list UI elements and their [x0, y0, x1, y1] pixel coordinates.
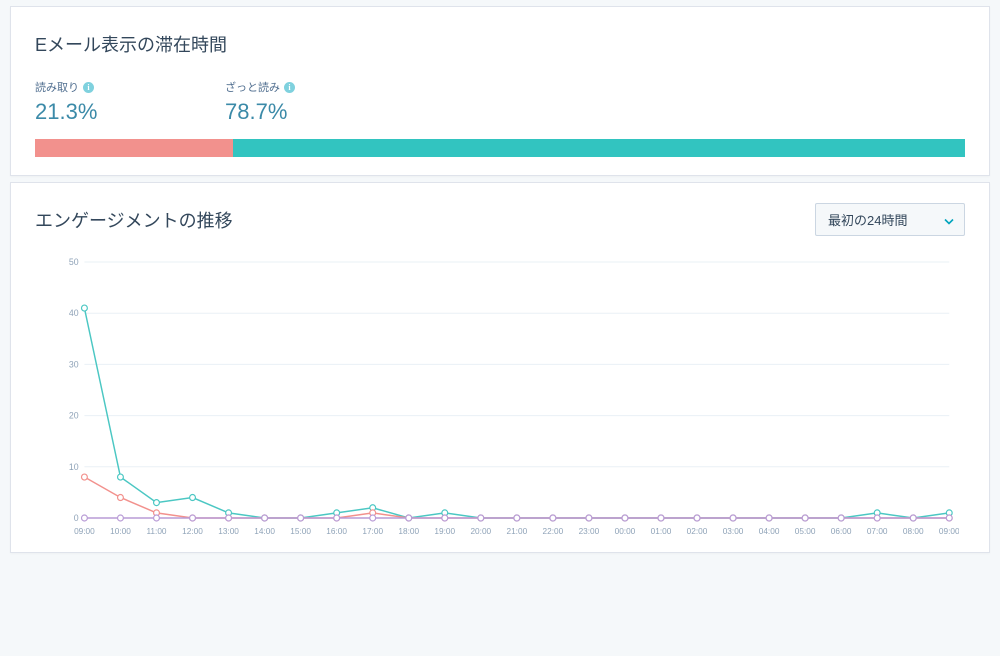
svg-text:30: 30	[69, 359, 79, 369]
svg-text:0: 0	[74, 513, 79, 523]
svg-text:50: 50	[69, 257, 79, 267]
metric-skim: ざっと読み i 78.7%	[225, 79, 295, 125]
svg-text:22:00: 22:00	[543, 526, 564, 536]
info-icon[interactable]: i	[83, 82, 94, 93]
svg-text:02:00: 02:00	[687, 526, 708, 536]
stacked-bar	[35, 139, 965, 157]
svg-text:09:00: 09:00	[939, 526, 959, 536]
svg-text:05:00: 05:00	[795, 526, 816, 536]
card-head: エンゲージメントの推移 最初の24時間	[35, 203, 965, 236]
metric-label: 読み取り i	[35, 79, 225, 95]
metric-value: 21.3%	[35, 99, 225, 125]
svg-text:19:00: 19:00	[434, 526, 455, 536]
svg-text:13:00: 13:00	[218, 526, 239, 536]
svg-text:15:00: 15:00	[290, 526, 311, 536]
svg-text:01:00: 01:00	[651, 526, 672, 536]
svg-text:04:00: 04:00	[759, 526, 780, 536]
svg-text:21:00: 21:00	[506, 526, 527, 536]
svg-text:40: 40	[69, 308, 79, 318]
metric-label-text: ざっと読み	[225, 79, 280, 95]
svg-text:06:00: 06:00	[831, 526, 852, 536]
svg-text:20:00: 20:00	[470, 526, 491, 536]
engagement-trend-card: エンゲージメントの推移 最初の24時間 0 10 20 30 40 50 09:00 10:0…	[10, 182, 990, 553]
svg-text:00:00: 00:00	[615, 526, 636, 536]
metric-label-text: 読み取り	[35, 79, 79, 95]
svg-text:20: 20	[69, 410, 79, 420]
svg-text:16:00: 16:00	[326, 526, 347, 536]
dwell-time-card: Eメール表示の滞在時間 読み取り i 21.3% ざっと読み i 78.7%	[10, 6, 990, 176]
svg-text:18:00: 18:00	[398, 526, 419, 536]
svg-text:14:00: 14:00	[254, 526, 275, 536]
svg-text:23:00: 23:00	[579, 526, 600, 536]
card-title: Eメール表示の滞在時間	[35, 31, 965, 57]
svg-text:09:00: 09:00	[74, 526, 95, 536]
svg-text:07:00: 07:00	[867, 526, 888, 536]
svg-text:03:00: 03:00	[723, 526, 744, 536]
svg-text:10: 10	[69, 462, 79, 472]
timerange-dropdown[interactable]: 最初の24時間	[815, 203, 965, 236]
engagement-line-chart: 0 10 20 30 40 50 09:00 10:00 11:00 12:00 13:00 14:0…	[35, 244, 965, 544]
info-icon[interactable]: i	[284, 82, 295, 93]
svg-text:11:00: 11:00	[146, 526, 166, 536]
metric-read: 読み取り i 21.3%	[35, 79, 225, 125]
card-title: エンゲージメントの推移	[35, 207, 233, 233]
stacked-bar-segment	[233, 139, 965, 157]
metrics-row: 読み取り i 21.3% ざっと読み i 78.7%	[35, 79, 965, 125]
chevron-down-icon	[944, 212, 954, 227]
metric-value: 78.7%	[225, 99, 295, 125]
svg-text:08:00: 08:00	[903, 526, 924, 536]
metric-label: ざっと読み i	[225, 79, 295, 95]
dropdown-selected: 最初の24時間	[828, 213, 907, 228]
svg-text:10:00: 10:00	[110, 526, 131, 536]
svg-text:17:00: 17:00	[362, 526, 383, 536]
chart-svg: 0 10 20 30 40 50 09:00 10:00 11:00 12:00 13:00 14:0…	[63, 254, 959, 544]
svg-text:12:00: 12:00	[182, 526, 203, 536]
stacked-bar-segment	[35, 139, 233, 157]
